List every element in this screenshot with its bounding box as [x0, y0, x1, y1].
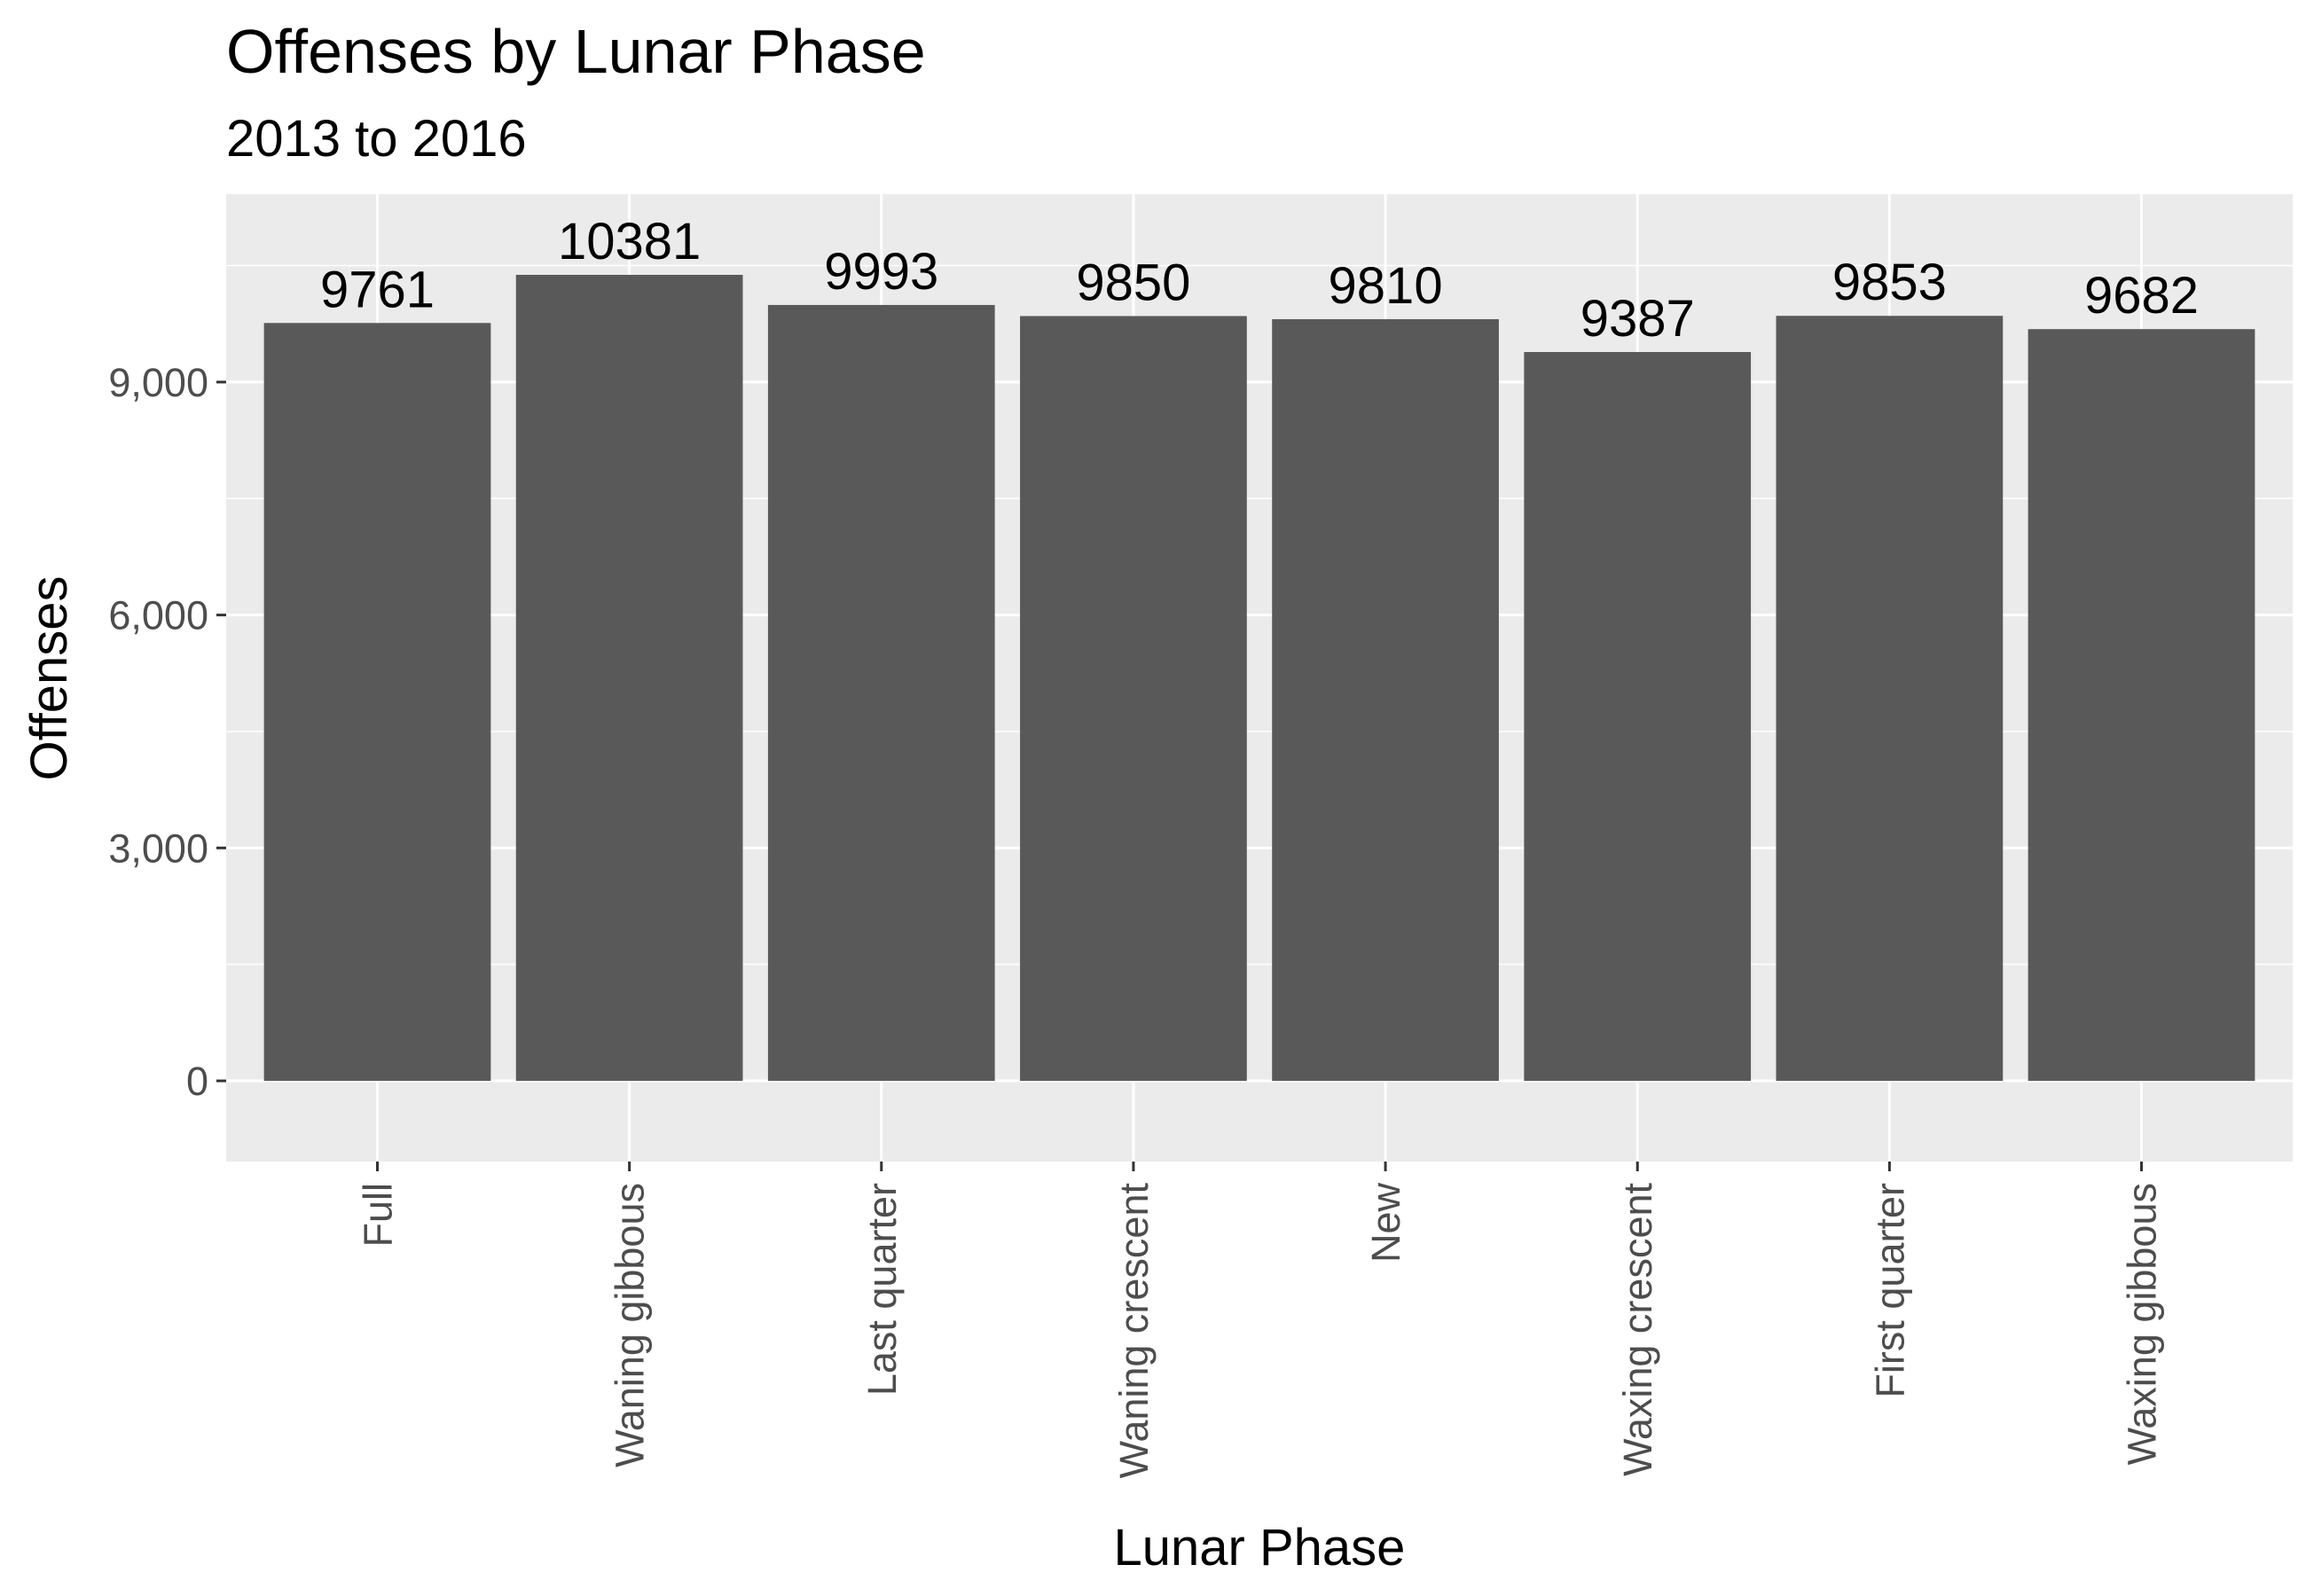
- y-tick-label: 0: [186, 1059, 208, 1104]
- data-label: 9853: [1832, 254, 1947, 311]
- y-tick-label: 9,000: [108, 360, 208, 405]
- x-tick-label: Waxing crescent: [1615, 1183, 1660, 1476]
- bar: [1524, 352, 1752, 1082]
- bar: [1776, 316, 2004, 1082]
- y-axis-title: Offenses: [20, 575, 78, 780]
- x-axis: Full Waning gibbous Last quarter Waning cre…: [355, 1162, 2165, 1479]
- x-tick-label: Last quarter: [859, 1183, 905, 1396]
- bar: [515, 274, 743, 1082]
- data-label: 9810: [1329, 257, 1443, 315]
- x-tick-label: Waning gibbous: [608, 1183, 653, 1467]
- bar: [263, 323, 491, 1082]
- bars-layer: [263, 274, 2255, 1082]
- data-label: 9993: [824, 243, 938, 301]
- x-tick-label: First quarter: [1867, 1183, 1912, 1398]
- bar: [767, 304, 995, 1082]
- data-label: 9761: [320, 261, 435, 318]
- x-tick-label: Waxing gibbous: [2120, 1183, 2165, 1466]
- data-label: 9682: [2084, 267, 2199, 325]
- bar: [1020, 316, 1247, 1082]
- x-tick-label: Full: [355, 1183, 400, 1248]
- bar: [1272, 318, 1499, 1082]
- data-label: 9387: [1580, 290, 1695, 348]
- data-label: 9850: [1076, 254, 1190, 311]
- chart-title: Offenses by Lunar Phase: [226, 17, 926, 86]
- bar: [2028, 329, 2255, 1082]
- x-axis-title: Lunar Phase: [1114, 1519, 1406, 1576]
- data-label: 10381: [558, 213, 701, 270]
- y-axis: 0 3,000 6,000 9,000: [108, 360, 226, 1104]
- x-tick-label: Waning crescent: [1111, 1183, 1157, 1479]
- data-labels-layer: 9761 10381 9993 9850 9810 9387 9853 9682: [320, 213, 2199, 348]
- y-tick-label: 3,000: [108, 825, 208, 871]
- chart-subtitle: 2013 to 2016: [226, 110, 527, 168]
- x-tick-label: New: [1363, 1183, 1408, 1264]
- y-tick-label: 6,000: [108, 593, 208, 638]
